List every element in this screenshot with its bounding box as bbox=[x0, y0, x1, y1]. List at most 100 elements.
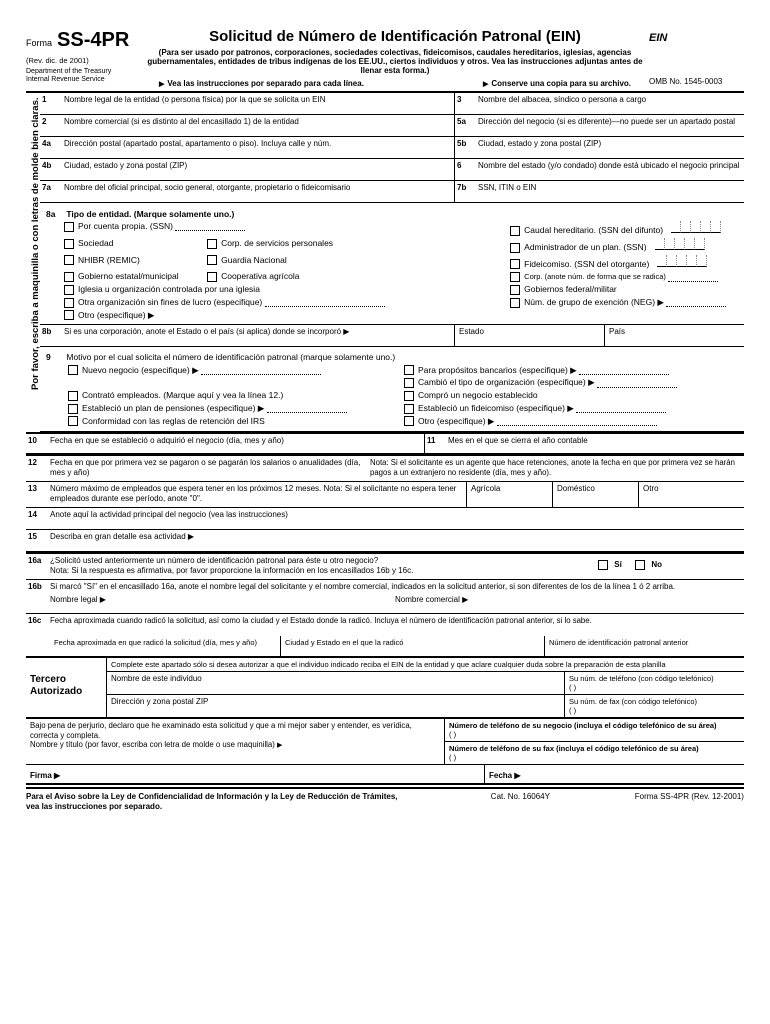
num-11: 11 bbox=[424, 434, 444, 453]
cb-sociedad[interactable] bbox=[64, 239, 74, 249]
revision: (Rev. dic. de 2001) bbox=[26, 56, 141, 65]
line-13: Número máximo de empleados que espera te… bbox=[46, 482, 466, 507]
line-16b: Si marcó "Sí" en el encasillado 16a, ano… bbox=[46, 580, 744, 613]
line-12-note: Nota: Si el solicitante es un agente que… bbox=[366, 456, 744, 481]
tercero-title: Tercero Autorizado bbox=[26, 658, 106, 717]
col-pais[interactable]: País bbox=[604, 325, 744, 346]
side-instruction: Por favor, escriba a maquinilla o con le… bbox=[30, 98, 41, 391]
omb: OMB No. 1545-0003 bbox=[649, 77, 744, 87]
num-16a: 16a bbox=[26, 554, 46, 579]
line-14[interactable]: Anote aquí la actividad principal del ne… bbox=[46, 508, 744, 529]
cb-propia[interactable] bbox=[64, 222, 74, 232]
cb-no[interactable] bbox=[635, 560, 645, 570]
col-domestico[interactable]: Doméstico bbox=[552, 482, 638, 507]
num-2: 2 bbox=[40, 115, 60, 136]
cb-compro[interactable] bbox=[404, 391, 414, 401]
cb-iglesia[interactable] bbox=[64, 285, 74, 295]
cb-otro9[interactable] bbox=[404, 416, 414, 426]
cat-no: Cat. No. 16064Y bbox=[491, 792, 550, 811]
num-3: 3 bbox=[454, 93, 474, 114]
dept: Department of the TreasuryInternal Reven… bbox=[26, 68, 141, 83]
num-7b: 7b bbox=[454, 181, 474, 202]
num-13: 13 bbox=[26, 482, 46, 507]
tercero-fax[interactable]: Su núm. de fax (con código telefónico)( … bbox=[564, 695, 744, 717]
cb-cambio[interactable] bbox=[404, 378, 414, 388]
cb-neg[interactable] bbox=[510, 298, 520, 308]
cb-fideicomiso[interactable] bbox=[510, 259, 520, 269]
line-5a[interactable]: Dirección del negocio (si es diferente)—… bbox=[474, 115, 744, 136]
col-otro[interactable]: Otro bbox=[638, 482, 724, 507]
cb-si[interactable] bbox=[598, 560, 608, 570]
tercero-note: Complete este apartado sólo si desea aut… bbox=[107, 658, 744, 672]
cb-guardia[interactable] bbox=[207, 255, 217, 265]
num-16b: 16b bbox=[26, 580, 46, 613]
line-4a[interactable]: Dirección postal (apartado postal, apart… bbox=[60, 137, 454, 158]
tercero-name[interactable]: Nombre de este individuo bbox=[107, 672, 564, 694]
num-5b: 5b bbox=[454, 137, 474, 158]
line-10[interactable]: Fecha en que se estableció o adquirió el… bbox=[46, 434, 424, 453]
cb-nuevo[interactable] bbox=[68, 365, 78, 375]
footer-right: Forma SS-4PR (Rev. 12-2001) bbox=[635, 792, 744, 811]
cb-coop[interactable] bbox=[207, 272, 217, 282]
cb-bancarios[interactable] bbox=[404, 365, 414, 375]
subtitle: (Para ser usado por patronos, corporacio… bbox=[147, 48, 643, 76]
line-7a[interactable]: Nombre del oficial principal, socio gene… bbox=[60, 181, 454, 202]
cb-nhibr[interactable] bbox=[64, 255, 74, 265]
l16c-a[interactable]: Fecha aproximada en que radicó la solici… bbox=[50, 636, 280, 656]
fax-negocio[interactable]: Número de teléfono de su fax (incluya el… bbox=[445, 742, 744, 764]
num-1: 1 bbox=[40, 93, 60, 114]
num-8b: 8b bbox=[40, 325, 60, 346]
line-6[interactable]: Nombre del estado (y/o condado) donde es… bbox=[474, 159, 744, 180]
line-8b: Si es una corporación, anote el Estado o… bbox=[60, 325, 454, 346]
cb-admin[interactable] bbox=[510, 243, 520, 253]
cb-gobierno[interactable] bbox=[64, 272, 74, 282]
line-5b[interactable]: Ciudad, estado y zona postal (ZIP) bbox=[474, 137, 744, 158]
tercero-addr[interactable]: Dirección y zona postal ZIP bbox=[107, 695, 564, 717]
cb-fidei-est[interactable] bbox=[404, 404, 414, 414]
line-7b[interactable]: SSN, ITIN o EIN bbox=[474, 181, 744, 202]
cb-otra-org[interactable] bbox=[64, 298, 74, 308]
line-1[interactable]: Nombre legal de la entidad (o persona fí… bbox=[60, 93, 454, 114]
line-11[interactable]: Mes en el que se cierra el año contable bbox=[444, 434, 744, 453]
cb-pensiones[interactable] bbox=[68, 404, 78, 414]
cb-conformidad[interactable] bbox=[68, 416, 78, 426]
line-12[interactable]: Fecha en que por primera vez se pagaron … bbox=[46, 456, 366, 481]
l16c-b[interactable]: Ciudad y Estado en el que la radicó bbox=[280, 636, 544, 656]
line-15[interactable]: Describa en gran detalle esa actividad ▶ bbox=[46, 530, 744, 551]
l16c-c[interactable]: Número de identificación patronal anteri… bbox=[544, 636, 744, 656]
section-8a: 8a Tipo de entidad. (Marque solamente un… bbox=[40, 203, 744, 325]
col-agricola[interactable]: Agrícola bbox=[466, 482, 552, 507]
cb-otro[interactable] bbox=[64, 310, 74, 320]
instr-right: Conserve una copia para su archivo. bbox=[483, 79, 631, 89]
form-number: Forma SS-4PR bbox=[26, 28, 141, 52]
num-15: 15 bbox=[26, 530, 46, 551]
num-6: 6 bbox=[454, 159, 474, 180]
fecha[interactable]: Fecha ▶ bbox=[484, 765, 744, 783]
tel-negocio[interactable]: Número de teléfono de su negocio (incluy… bbox=[445, 719, 744, 742]
num-16c: 16c bbox=[26, 614, 46, 636]
section-9: 9 Motivo por el cual solicita el número … bbox=[40, 347, 744, 432]
num-4a: 4a bbox=[40, 137, 60, 158]
num-12: 12 bbox=[26, 456, 46, 481]
cb-caudal[interactable] bbox=[510, 226, 520, 236]
instr-left: Vea las instrucciones por separado para … bbox=[159, 79, 364, 89]
cb-contrato[interactable] bbox=[68, 391, 78, 401]
line-3[interactable]: Nombre del albacea, síndico o persona a … bbox=[474, 93, 744, 114]
tercero-tel[interactable]: Su núm. de teléfono (con código telefóni… bbox=[564, 672, 744, 694]
line-16a: ¿Solicitó usted anteriormente un número … bbox=[46, 554, 594, 579]
num-10: 10 bbox=[26, 434, 46, 453]
perjury: Bajo pena de perjurio, declaro que he ex… bbox=[26, 719, 444, 764]
firma[interactable]: Firma ▶ bbox=[26, 765, 484, 783]
line-16c: Fecha aproximada cuando radicó la solici… bbox=[46, 614, 744, 636]
line-2[interactable]: Nombre comercial (si es distinto al del … bbox=[60, 115, 454, 136]
page-title: Solicitud de Número de Identificación Pa… bbox=[147, 28, 643, 46]
num-7a: 7a bbox=[40, 181, 60, 202]
num-14: 14 bbox=[26, 508, 46, 529]
cb-corp-radica[interactable] bbox=[510, 272, 520, 282]
line-4b[interactable]: Ciudad, estado y zona postal (ZIP) bbox=[60, 159, 454, 180]
col-estado[interactable]: Estado bbox=[454, 325, 604, 346]
cb-corp-serv[interactable] bbox=[207, 239, 217, 249]
num-4b: 4b bbox=[40, 159, 60, 180]
cb-fed[interactable] bbox=[510, 285, 520, 295]
num-5a: 5a bbox=[454, 115, 474, 136]
